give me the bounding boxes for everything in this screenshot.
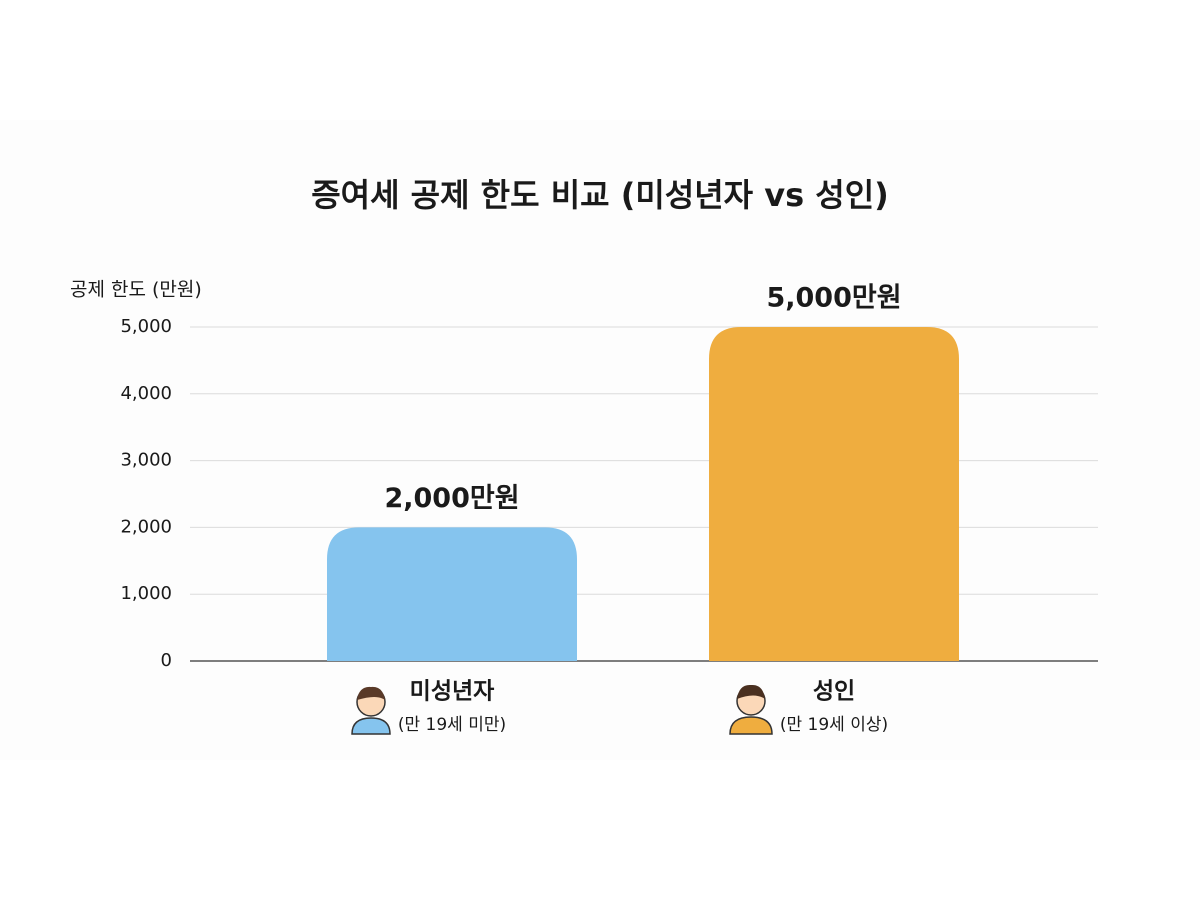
y-axis-label: 공제 한도 (만원) bbox=[70, 279, 202, 301]
y-tick-label: 4,000 bbox=[120, 383, 172, 404]
y-tick-label: 0 bbox=[161, 650, 172, 671]
bar bbox=[709, 327, 959, 661]
value-label: 2,000만원 bbox=[384, 483, 519, 514]
icon-child bbox=[351, 686, 391, 735]
value-label: 5,000만원 bbox=[766, 283, 901, 314]
y-tick-label: 5,000 bbox=[120, 316, 172, 337]
x-tick-label: 성인 bbox=[813, 679, 855, 705]
y-tick-label: 3,000 bbox=[120, 450, 172, 471]
x-tick-label: 미성년자 bbox=[410, 679, 495, 705]
x-tick-note: (만 19세 미만) bbox=[398, 715, 506, 735]
chart-title: 증여세 공제 한도 비교 (미성년자 vs 성인) bbox=[311, 176, 889, 214]
y-tick-label: 1,000 bbox=[120, 583, 172, 604]
y-tick-label: 2,000 bbox=[120, 516, 172, 537]
chart-background bbox=[0, 120, 1200, 760]
x-tick-note: (만 19세 이상) bbox=[780, 715, 888, 735]
icon-adult bbox=[729, 684, 773, 735]
bar bbox=[327, 527, 577, 661]
